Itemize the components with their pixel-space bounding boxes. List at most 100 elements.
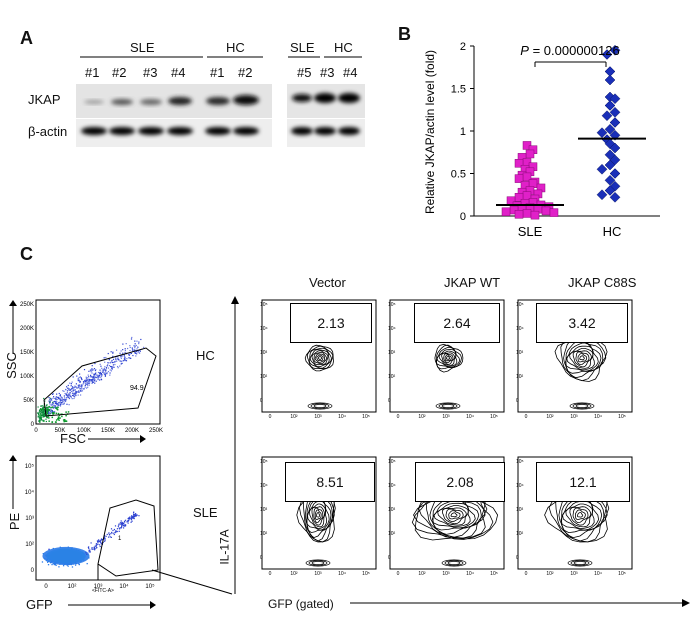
svg-text:150K: 150K xyxy=(101,428,115,434)
svg-text:10³: 10³ xyxy=(442,414,450,420)
lane-label: #1 xyxy=(85,65,100,80)
svg-text:10²: 10² xyxy=(546,414,554,420)
pvalue-label: P = 0.000000126 xyxy=(520,43,619,58)
panel-b-letter: B xyxy=(398,24,411,44)
gfp-gated-axis-label: GFP (gated) xyxy=(268,597,334,611)
lane-label: #4 xyxy=(171,65,186,80)
gate-percentage-box: 12.1 xyxy=(536,462,630,502)
svg-text:10³: 10³ xyxy=(570,571,578,577)
hc-data-point xyxy=(609,93,621,105)
lane-label: #3 xyxy=(320,65,335,80)
jkap-blot-left xyxy=(76,84,272,118)
svg-text:10⁴: 10⁴ xyxy=(466,571,474,577)
svg-text:10⁵: 10⁵ xyxy=(618,571,626,577)
lane-label: #1 xyxy=(210,65,225,80)
gfp-arrow xyxy=(68,601,156,609)
y-tick-label: 0.5 xyxy=(451,169,466,181)
svg-text:10⁵: 10⁵ xyxy=(516,302,524,308)
ssc-arrow xyxy=(9,300,17,354)
sle-data-point xyxy=(514,159,524,168)
jkap-scatter-chart: 0 0.5 1 1.5 2 SLE HC Relative JKAP/actin level… xyxy=(423,41,660,239)
svg-text:10²: 10² xyxy=(290,571,298,577)
svg-text:10⁴: 10⁴ xyxy=(25,489,35,496)
gfp-gated-arrow xyxy=(350,599,690,607)
fsc-arrow xyxy=(88,435,146,443)
svg-text:10²: 10² xyxy=(516,531,524,537)
svg-text:50K: 50K xyxy=(55,428,66,434)
svg-text:0: 0 xyxy=(260,555,263,561)
svg-text:10³: 10³ xyxy=(314,414,322,420)
svg-text:10⁵: 10⁵ xyxy=(516,459,524,465)
gate-percentage-box: 8.51 xyxy=(285,462,375,502)
svg-text:10²: 10² xyxy=(68,584,77,590)
svg-text:10⁵: 10⁵ xyxy=(145,583,155,590)
svg-text:94.9: 94.9 xyxy=(130,385,144,392)
ssc-axis-label: SSC xyxy=(3,352,19,379)
svg-text:10⁵: 10⁵ xyxy=(490,571,498,577)
hc-data-point xyxy=(604,100,616,111)
sle-data-point xyxy=(501,207,511,216)
gate-percentage-box: 3.42 xyxy=(536,303,628,343)
lane-label: #5 xyxy=(297,65,312,80)
svg-text:0: 0 xyxy=(397,571,400,577)
svg-text:10⁵: 10⁵ xyxy=(260,459,268,465)
sle-data-point xyxy=(525,149,535,159)
y-axis-label: Relative JKAP/actin level (fold) xyxy=(423,50,437,214)
svg-text:10³: 10³ xyxy=(388,350,396,356)
actin-blot-left xyxy=(76,119,272,147)
svg-text:0: 0 xyxy=(44,584,48,590)
svg-text:10⁴: 10⁴ xyxy=(338,571,346,577)
svg-text:10⁴: 10⁴ xyxy=(516,326,524,332)
svg-text:10⁵: 10⁵ xyxy=(388,302,396,308)
svg-text:10²: 10² xyxy=(260,531,268,537)
svg-text:10³: 10³ xyxy=(388,507,396,513)
fsc-axis-label: FSC xyxy=(60,431,86,446)
svg-text:0: 0 xyxy=(260,398,263,404)
row-header-sle: SLE xyxy=(193,505,218,520)
svg-text:10⁴: 10⁴ xyxy=(260,483,268,489)
gfp-gate xyxy=(97,499,159,577)
gfp-axis-label: GFP xyxy=(26,597,53,612)
jkap-blot-right xyxy=(287,84,365,118)
y-tick-label: 2 xyxy=(460,41,466,53)
lane-label: #3 xyxy=(143,65,158,80)
svg-text:10⁴: 10⁴ xyxy=(388,483,396,489)
svg-text:0: 0 xyxy=(397,414,400,420)
svg-text:150K: 150K xyxy=(20,350,34,356)
lane-label: #2 xyxy=(238,65,253,80)
svg-text:0: 0 xyxy=(388,555,391,561)
il17a-axis-arrow xyxy=(231,296,239,594)
svg-text:10³: 10³ xyxy=(442,571,450,577)
hc-data-point xyxy=(609,168,621,179)
y-tick-label: 0 xyxy=(460,211,466,223)
group-label-sle-left: SLE xyxy=(130,40,155,55)
y-tick-label: 1 xyxy=(460,126,466,138)
gate-percentage-box: 2.64 xyxy=(414,303,500,343)
svg-text:10²: 10² xyxy=(25,542,34,548)
group-label-hc-left: HC xyxy=(226,40,245,55)
svg-text:10⁴: 10⁴ xyxy=(119,583,129,590)
svg-text:10²: 10² xyxy=(516,374,524,380)
svg-text:0: 0 xyxy=(269,571,272,577)
svg-text:100K: 100K xyxy=(20,374,34,380)
il17a-axis-label: IL-17A xyxy=(217,529,232,565)
hc-data-point xyxy=(609,142,621,154)
svg-text:200K: 200K xyxy=(125,428,139,434)
svg-text:10³: 10³ xyxy=(314,571,322,577)
hc-data-point xyxy=(596,189,608,201)
pe-axis-label: PE xyxy=(7,512,23,531)
svg-text:10⁵: 10⁵ xyxy=(260,302,268,308)
sle-data-point xyxy=(549,208,559,217)
svg-text:10⁴: 10⁴ xyxy=(260,326,268,332)
svg-text:10²: 10² xyxy=(418,414,426,420)
gate-percentage-box: 2.13 xyxy=(290,303,372,343)
blot-row-label-actin: β-actin xyxy=(28,124,68,139)
svg-text:10⁵: 10⁵ xyxy=(618,414,626,420)
svg-text:0: 0 xyxy=(525,571,528,577)
panel-a-letter: A xyxy=(20,28,33,48)
sle-data-point xyxy=(530,210,540,220)
hc-data-point xyxy=(604,159,616,171)
svg-text:0: 0 xyxy=(31,422,35,428)
svg-text:10³: 10³ xyxy=(25,516,34,522)
hc-data-point xyxy=(601,110,613,122)
